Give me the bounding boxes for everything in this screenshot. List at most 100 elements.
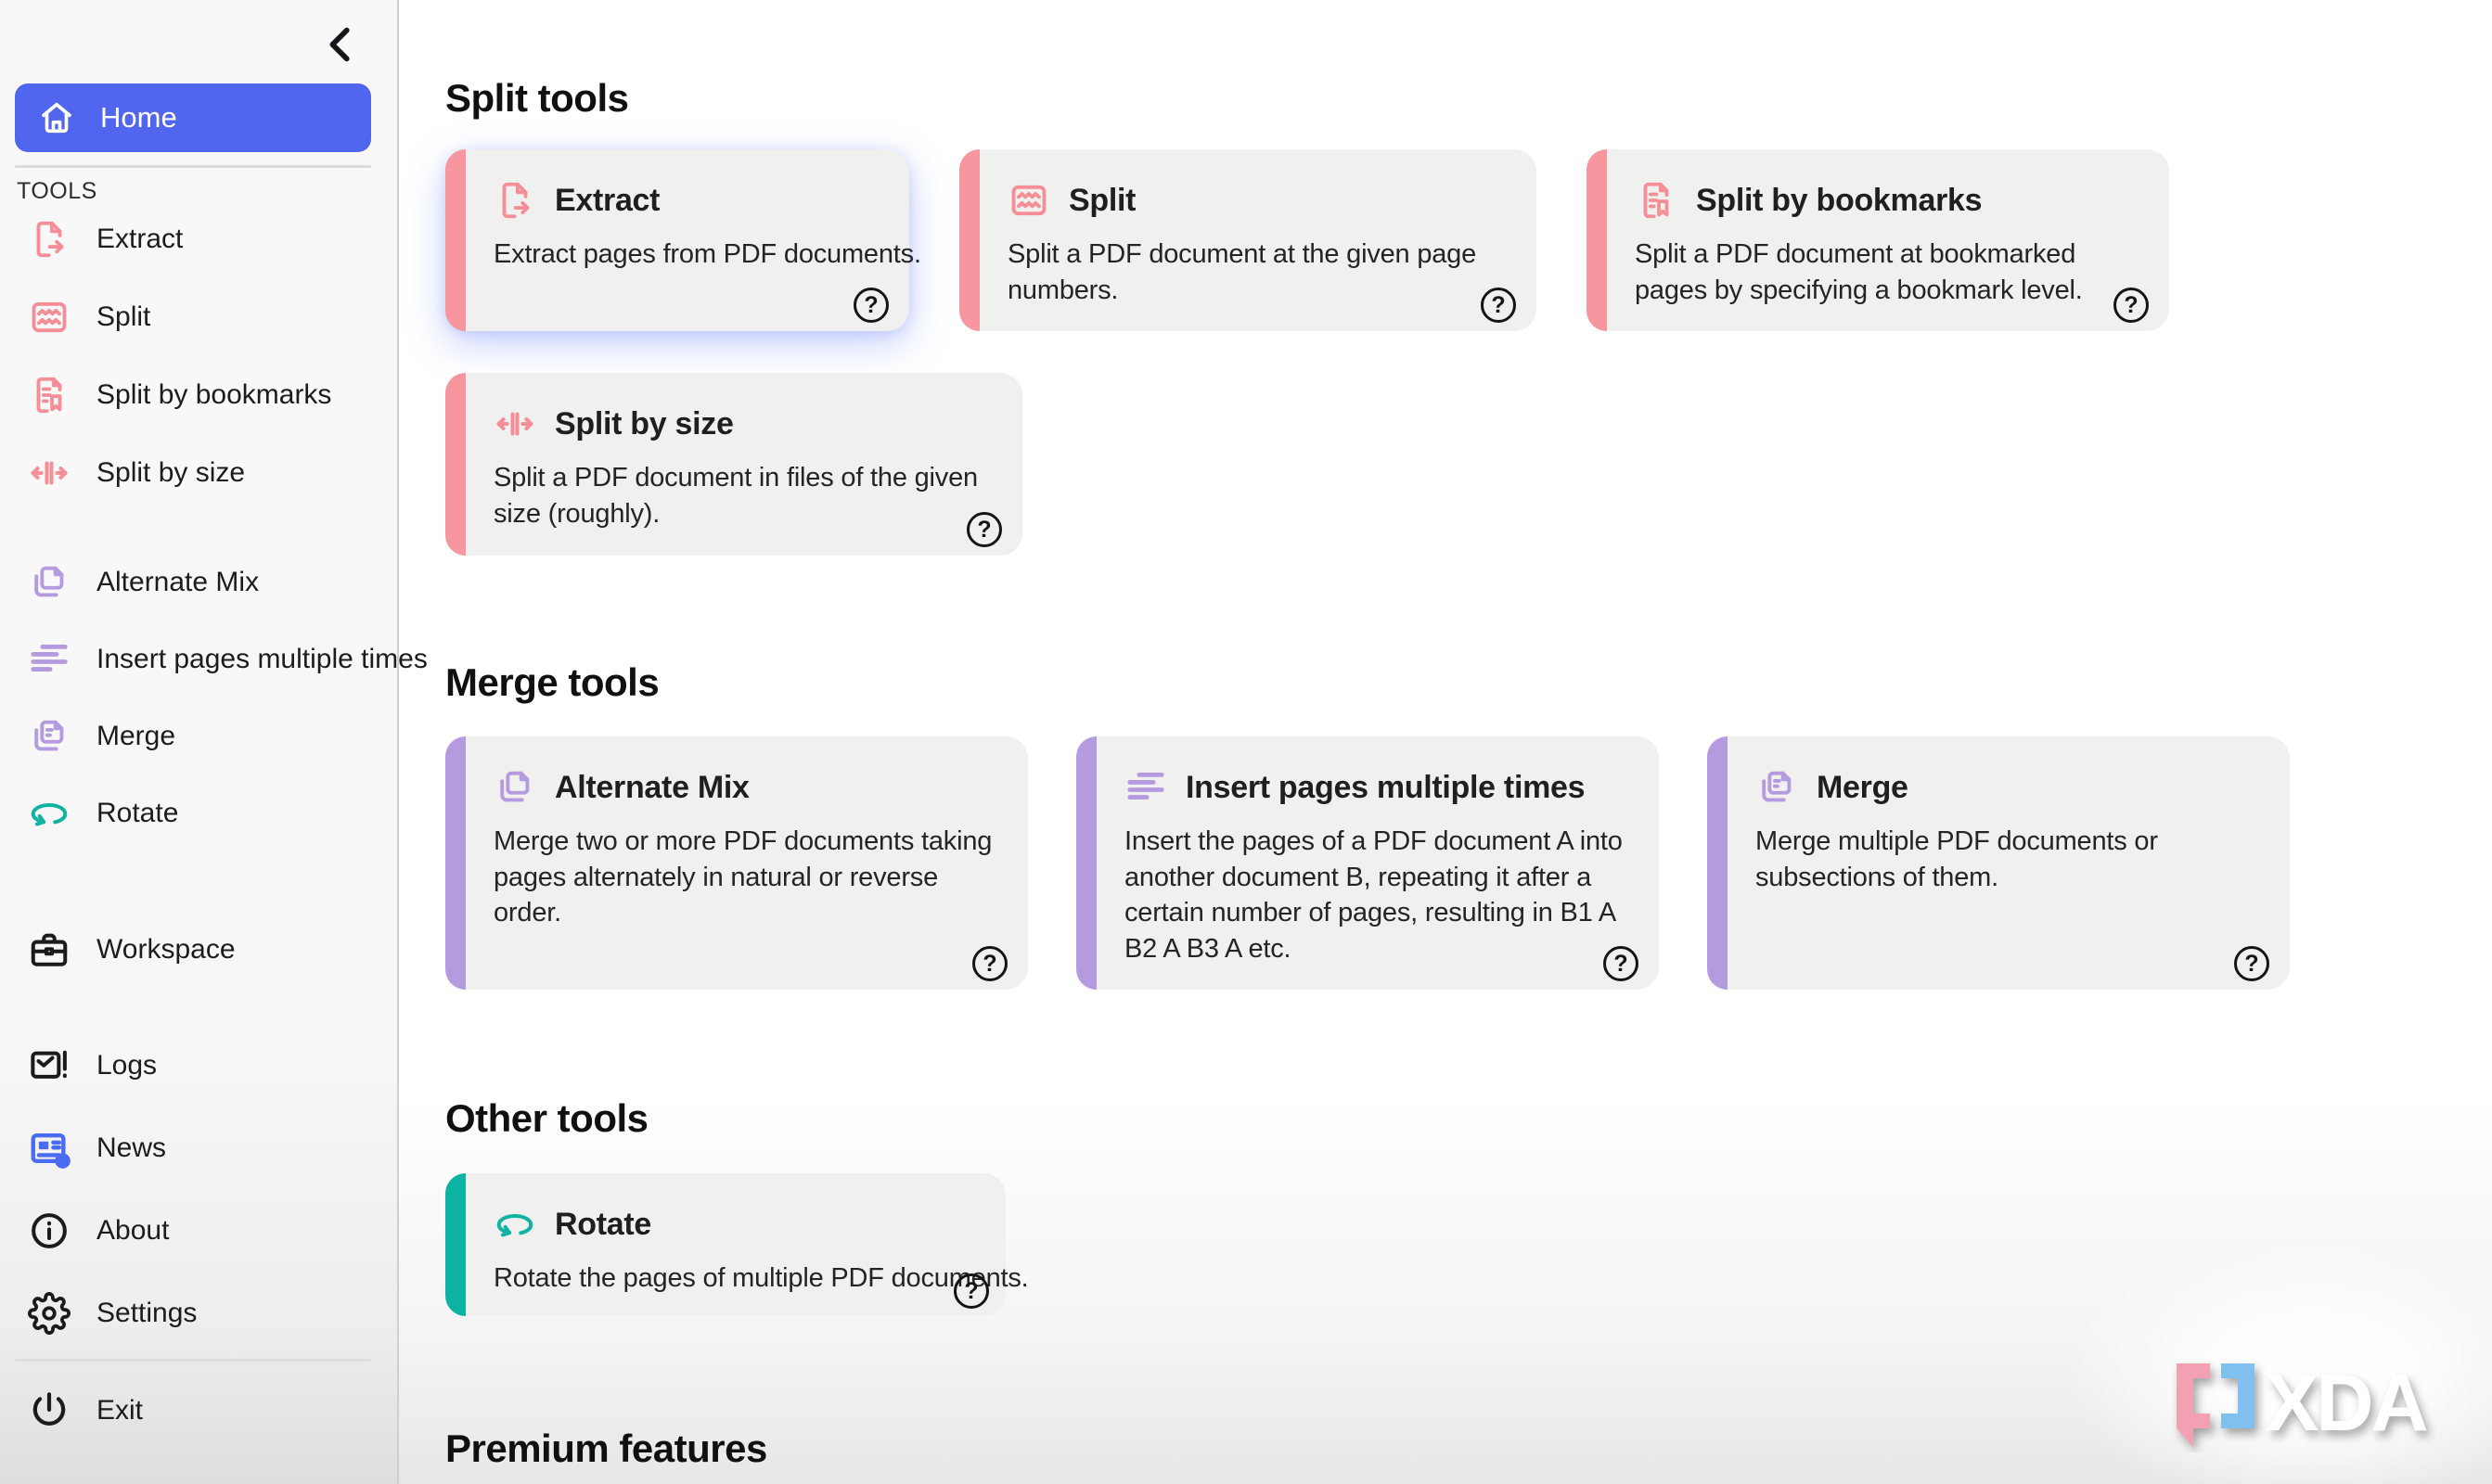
card-accent-bar — [445, 1173, 466, 1316]
split-icon — [1008, 179, 1050, 222]
merge-icon — [1755, 766, 1798, 809]
split-by-size-icon — [494, 403, 536, 445]
other-tools-row: Rotate Rotate the pages of multiple PDF … — [445, 1173, 1029, 1316]
split-tools-row-1: Extract Extract pages from PDF documents… — [445, 149, 2169, 331]
card-title: Split by size — [555, 405, 734, 441]
tool-card-insert-pages-multiple-times[interactable]: Insert pages multiple times Insert the p… — [1076, 736, 1659, 990]
card-accent-bar — [1586, 149, 1607, 331]
sidebar-item-label: Split — [96, 301, 151, 332]
tool-card-split[interactable]: Split Split a PDF document at the given … — [959, 149, 1536, 331]
card-title: Split by bookmarks — [1696, 182, 1983, 218]
tool-card-merge[interactable]: Merge Merge multiple PDF documents or su… — [1707, 736, 2290, 990]
sidebar-item-workspace[interactable]: Workspace — [15, 911, 371, 989]
tool-card-rotate[interactable]: Rotate Rotate the pages of multiple PDF … — [445, 1173, 1029, 1316]
section-title-merge-tools: Merge tools — [445, 660, 660, 704]
sidebar-item-label: Logs — [96, 1050, 158, 1081]
card-accent-bar — [445, 373, 466, 556]
sidebar-item-rotate[interactable]: Rotate — [15, 774, 371, 852]
chevron-left-icon — [320, 23, 363, 66]
card-accent-bar — [445, 736, 466, 990]
power-icon — [28, 1389, 71, 1432]
sidebar-collapse-button[interactable] — [321, 24, 362, 65]
xda-logo-text: XDA — [2266, 1359, 2426, 1448]
sidebar-item-split[interactable]: Split — [15, 278, 371, 356]
card-description: Insert the pages of a PDF document A int… — [1124, 826, 1623, 964]
extract-icon — [28, 218, 71, 261]
sidebar-divider — [15, 165, 371, 168]
xda-logo-blue-bracket — [2221, 1363, 2254, 1428]
rotate-icon — [28, 792, 71, 835]
sidebar-item-label: Split by bookmarks — [96, 379, 332, 410]
card-title: Alternate Mix — [555, 769, 750, 805]
sidebar-item-exit[interactable]: Exit — [15, 1372, 371, 1450]
section-title-premium-features: Premium features — [445, 1426, 767, 1470]
section-title-other-tools: Other tools — [445, 1096, 649, 1140]
sidebar-item-split-by-bookmarks[interactable]: Split by bookmarks — [15, 356, 371, 434]
watermark-glow — [2065, 1243, 2492, 1484]
card-title: Merge — [1817, 769, 1908, 805]
split-by-bookmarks-icon — [28, 374, 71, 416]
card-description: Split a PDF document in files of the giv… — [494, 463, 978, 529]
card-title: Extract — [555, 182, 661, 218]
help-icon[interactable]: ? — [967, 512, 1002, 547]
alternate-mix-icon — [28, 561, 71, 604]
section-title-split-tools: Split tools — [445, 76, 629, 120]
logs-icon — [28, 1044, 71, 1087]
card-description: Extract pages from PDF documents. — [494, 239, 921, 269]
news-icon — [28, 1127, 71, 1170]
help-icon[interactable]: ? — [972, 946, 1008, 981]
sidebar-item-split-by-size[interactable]: Split by size — [15, 434, 371, 512]
sidebar-item-label: Alternate Mix — [96, 567, 260, 597]
sidebar-item-label: Extract — [96, 224, 184, 254]
sidebar-item-merge[interactable]: Merge — [15, 697, 371, 775]
sidebar-item-label: Settings — [96, 1298, 198, 1328]
help-icon[interactable]: ? — [1481, 288, 1516, 323]
sidebar-item-about[interactable]: About — [15, 1192, 371, 1270]
sidebar-item-label: Workspace — [96, 934, 236, 965]
xda-logo-pink-bracket — [2177, 1363, 2210, 1447]
about-icon — [28, 1209, 71, 1252]
sidebar-item-news[interactable]: News — [15, 1109, 371, 1187]
card-accent-bar — [445, 149, 466, 331]
settings-gear-icon — [28, 1292, 71, 1335]
sidebar-item-alternate-mix[interactable]: Alternate Mix — [15, 544, 371, 621]
merge-icon — [28, 715, 71, 758]
card-description: Merge multiple PDF documents or subsecti… — [1755, 826, 2158, 892]
sidebar-item-logs[interactable]: Logs — [15, 1027, 371, 1105]
tool-card-alternate-mix[interactable]: Alternate Mix Merge two or more PDF docu… — [445, 736, 1028, 990]
xda-watermark: XDA — [2177, 1359, 2429, 1448]
alternate-mix-icon — [494, 766, 536, 809]
extract-icon — [494, 179, 536, 222]
card-accent-bar — [1707, 736, 1728, 990]
split-icon — [28, 296, 71, 339]
tool-card-extract[interactable]: Extract Extract pages from PDF documents… — [445, 149, 921, 331]
help-icon[interactable]: ? — [954, 1273, 989, 1309]
home-icon — [35, 96, 78, 139]
sidebar-section-label: TOOLS — [17, 178, 97, 204]
split-tools-row-2: Split by size Split a PDF document in fi… — [445, 373, 1022, 556]
card-title: Split — [1069, 182, 1137, 218]
sidebar-item-label: Exit — [96, 1395, 144, 1426]
news-notification-dot — [55, 1153, 71, 1169]
tool-card-split-by-size[interactable]: Split by size Split a PDF document in fi… — [445, 373, 1022, 556]
help-icon[interactable]: ? — [854, 288, 889, 323]
card-title: Insert pages multiple times — [1186, 769, 1586, 805]
sidebar-item-label: Insert pages multiple times — [96, 644, 428, 674]
sidebar-item-label: News — [96, 1132, 167, 1163]
sidebar: Home TOOLS Extract Split — [0, 0, 428, 1484]
sidebar-item-extract[interactable]: Extract — [15, 200, 371, 278]
help-icon[interactable]: ? — [1603, 946, 1638, 981]
split-by-bookmarks-icon — [1635, 179, 1677, 222]
insert-pages-icon — [1124, 766, 1167, 809]
main-content: Split tools Extract Extract pages from P… — [401, 0, 2492, 1484]
sidebar-item-insert-pages-multiple-times[interactable]: Insert pages multiple times — [15, 620, 428, 698]
card-accent-bar — [1076, 736, 1097, 990]
help-icon[interactable]: ? — [2234, 946, 2269, 981]
sidebar-item-home[interactable]: Home — [15, 83, 371, 152]
tool-card-split-by-bookmarks[interactable]: Split by bookmarks Split a PDF document … — [1586, 149, 2169, 331]
card-title: Rotate — [555, 1206, 651, 1242]
card-description: Merge two or more PDF documents taking p… — [494, 826, 993, 928]
card-description: Split a PDF document at the given page n… — [1008, 239, 1477, 305]
sidebar-item-settings[interactable]: Settings — [15, 1274, 371, 1352]
help-icon[interactable]: ? — [2113, 288, 2149, 323]
